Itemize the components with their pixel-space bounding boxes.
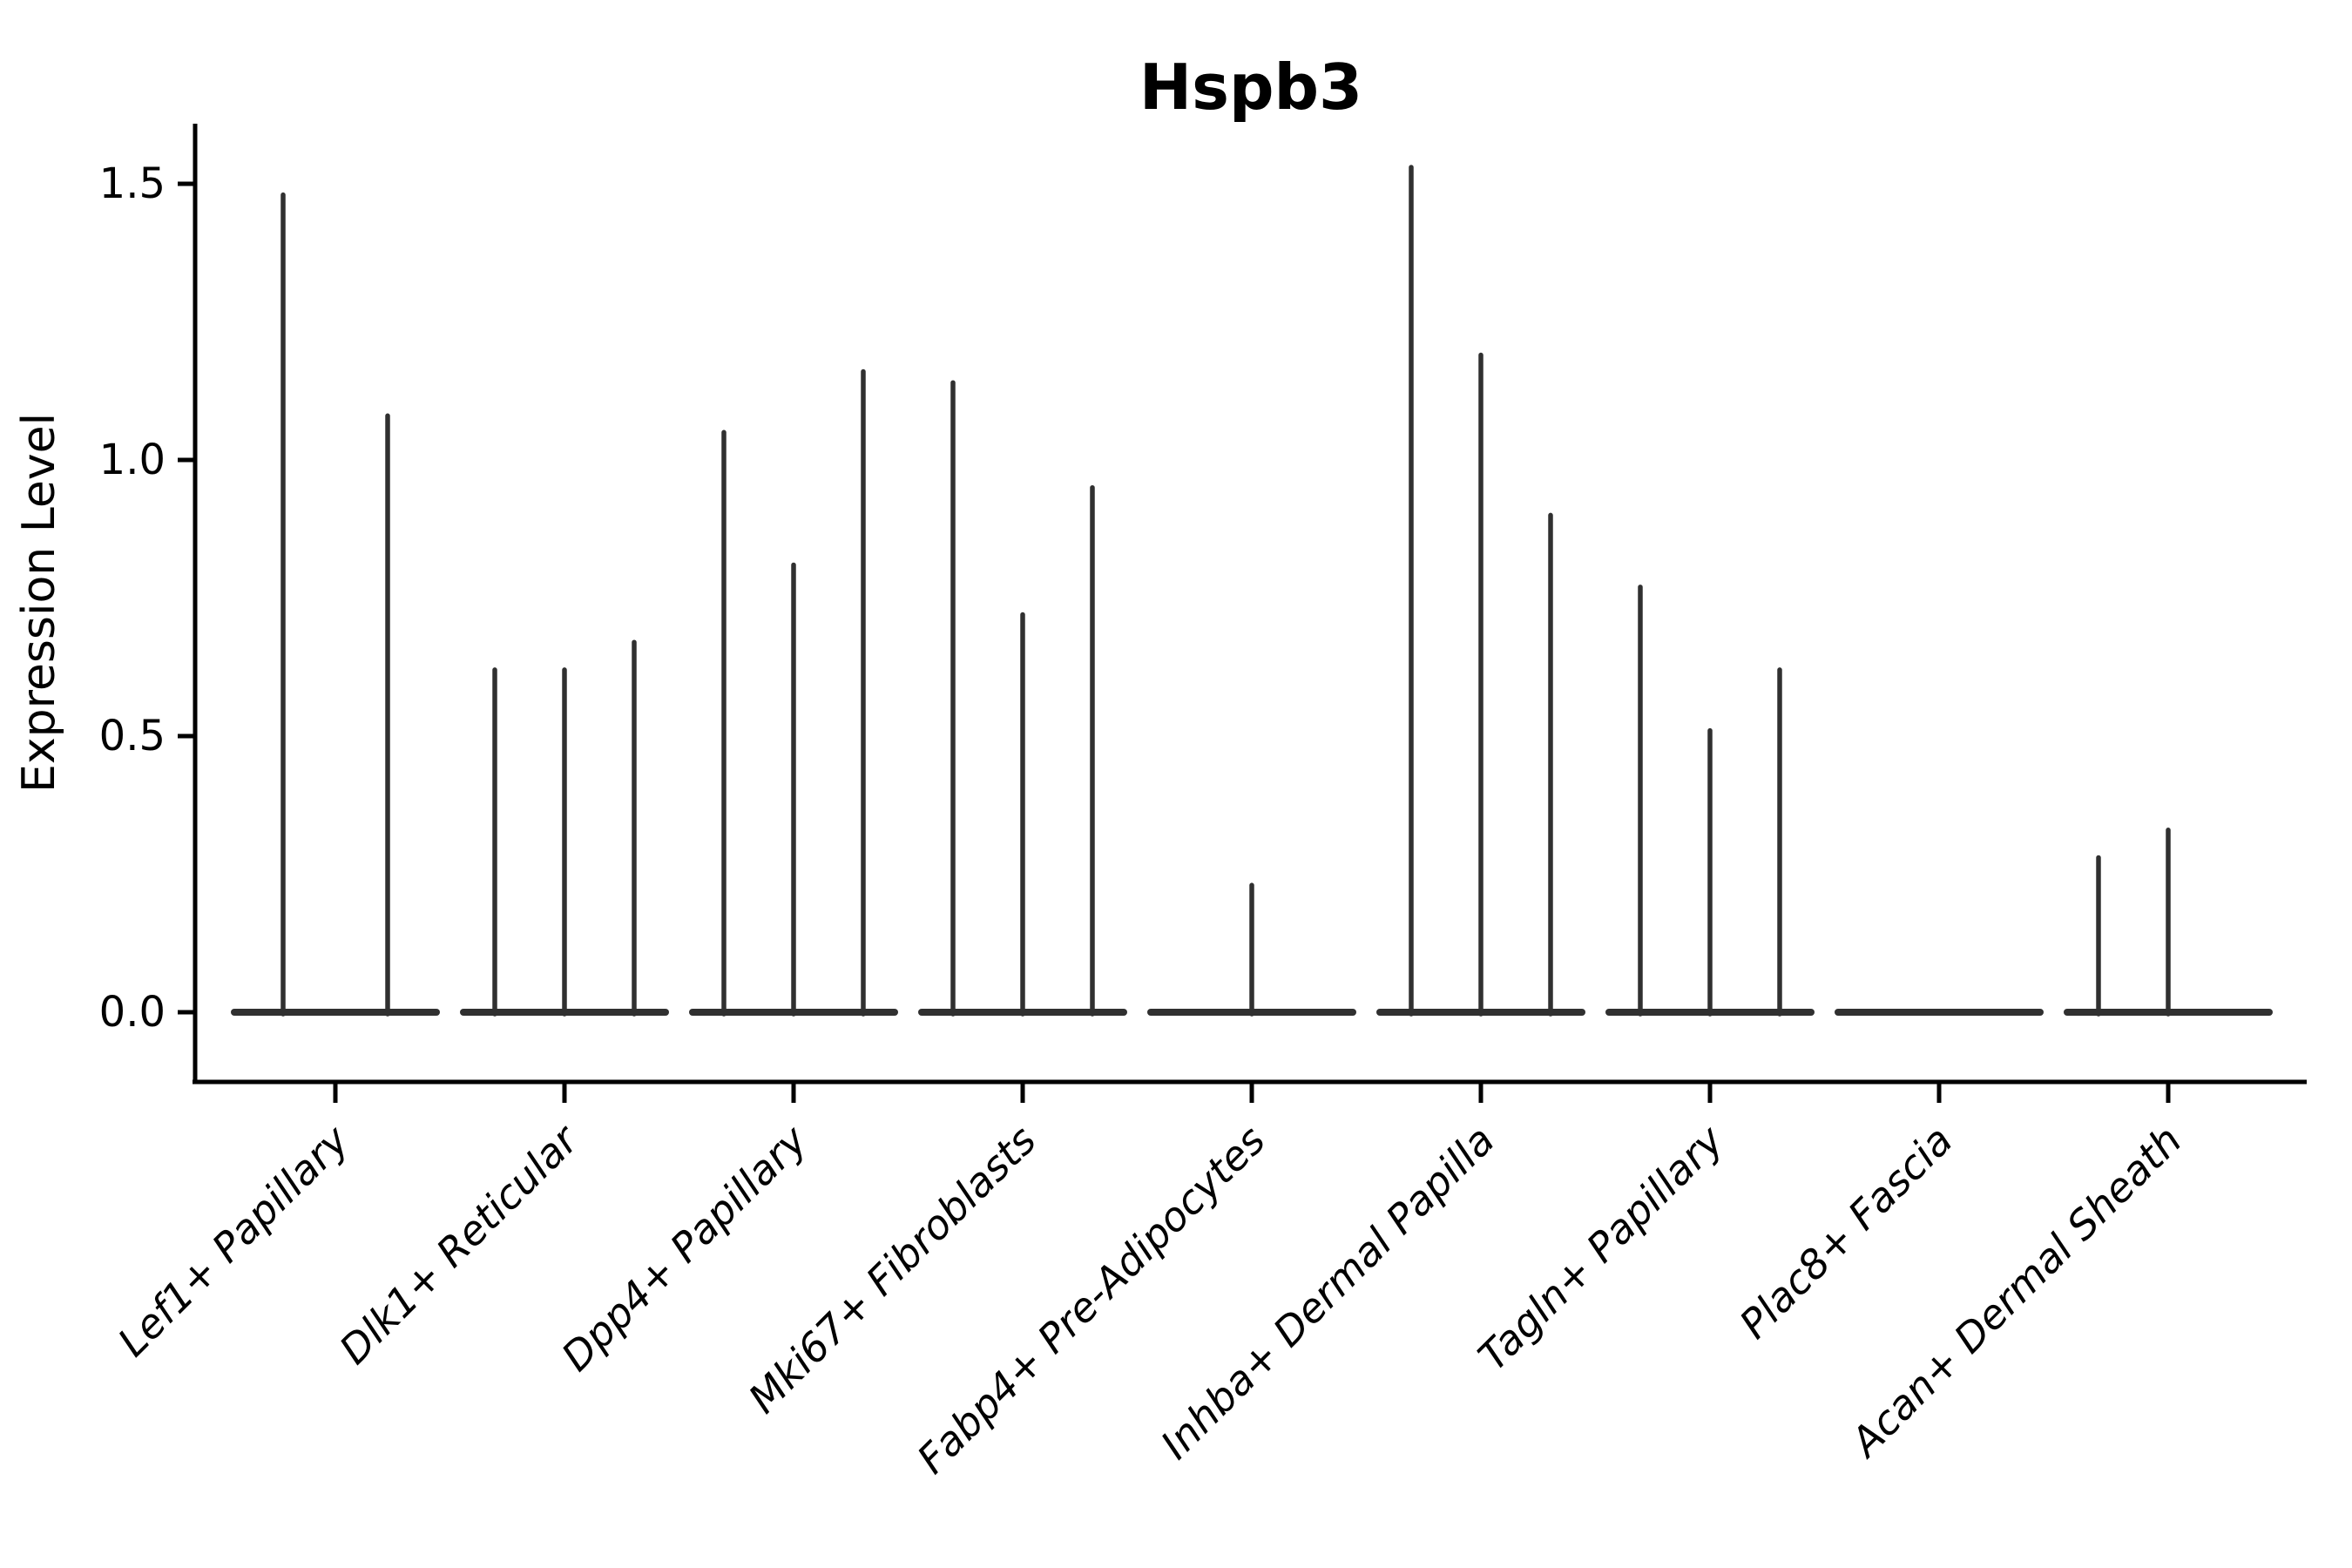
y-tick-label-3: 1.5 bbox=[99, 159, 166, 208]
violin-marks-layer bbox=[178, 165, 2273, 1103]
chart-title: Hspb3 bbox=[1139, 51, 1362, 124]
x-label-dpp4-papillary: Dpp4+ Papillary bbox=[552, 1116, 816, 1380]
x-label-tagln-papillary: Tagln+ Papillary bbox=[1469, 1116, 1733, 1380]
y-axis-label: Expression Level bbox=[13, 413, 65, 793]
y-tick-label-1: 0.5 bbox=[99, 712, 166, 760]
x-label-dlk1-reticular: Dlk1+ Reticular bbox=[330, 1114, 589, 1373]
y-tick-label-0: 0.0 bbox=[99, 988, 166, 1037]
y-tick-label-2: 1.0 bbox=[99, 436, 166, 484]
x-label-plac8-fascia: Plac8+ Fascia bbox=[1730, 1117, 1961, 1348]
x-label-lef1-papillary: Lef1+ Papillary bbox=[109, 1116, 358, 1365]
